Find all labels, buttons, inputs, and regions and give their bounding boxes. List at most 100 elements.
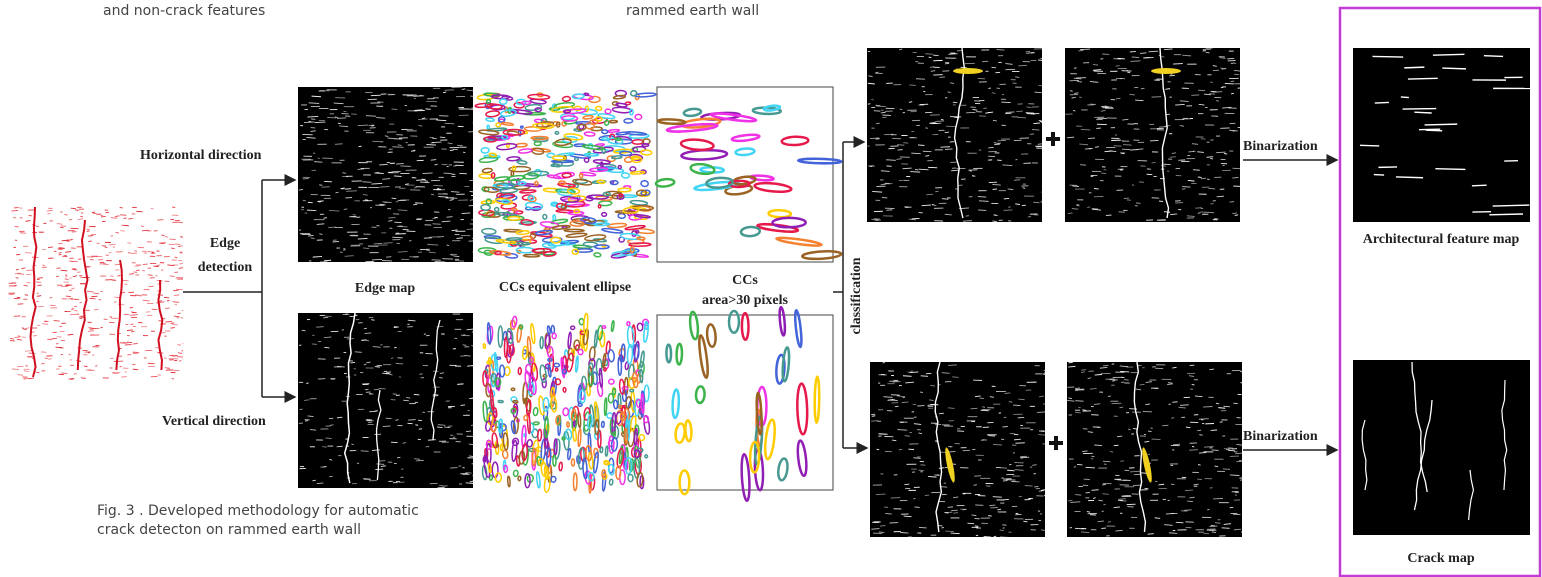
texture (66, 296, 71, 297)
texture (891, 395, 900, 396)
texture (1009, 464, 1011, 465)
texture (437, 427, 443, 428)
texture (1124, 495, 1131, 496)
texture (871, 99, 873, 100)
texture (1088, 138, 1095, 139)
texture (176, 289, 183, 290)
texture (1204, 212, 1214, 213)
texture (469, 444, 473, 445)
texture (17, 274, 24, 275)
texture (358, 238, 368, 239)
texture (379, 204, 385, 205)
texture (1232, 177, 1238, 178)
texture (919, 169, 929, 170)
texture (1114, 507, 1120, 508)
texture (892, 440, 896, 441)
texture (450, 150, 454, 151)
texture (1080, 165, 1086, 166)
texture (874, 522, 880, 523)
texture (156, 265, 160, 266)
texture (72, 288, 75, 289)
texture (974, 476, 981, 477)
texture (1015, 77, 1019, 78)
texture (397, 457, 400, 458)
image-panel (1353, 48, 1531, 222)
texture (1232, 168, 1240, 169)
texture (1198, 465, 1201, 466)
texture (472, 475, 473, 476)
panel-bg (298, 87, 473, 262)
texture (1124, 198, 1129, 199)
texture (971, 408, 978, 409)
texture (928, 167, 937, 168)
texture (1164, 212, 1170, 213)
feature (1493, 205, 1530, 206)
texture (997, 509, 1001, 510)
texture (997, 50, 1005, 51)
texture (472, 108, 473, 109)
texture (392, 198, 397, 199)
texture (419, 95, 422, 96)
texture (324, 260, 331, 261)
texture (65, 252, 71, 253)
texture (1115, 135, 1117, 136)
texture (323, 317, 328, 318)
texture (417, 219, 423, 220)
texture (371, 126, 374, 127)
texture (951, 533, 960, 534)
texture (382, 373, 389, 374)
texture (1038, 60, 1042, 61)
texture (1080, 49, 1090, 50)
texture (351, 217, 358, 218)
texture (131, 331, 134, 332)
caption: Fig. 3 . Developed methodology for autom… (97, 503, 419, 519)
texture (459, 115, 469, 116)
texture (350, 362, 355, 363)
texture (874, 111, 880, 112)
image-panel (657, 307, 833, 501)
plus-signs (1046, 132, 1063, 450)
texture (173, 302, 179, 303)
texture (1006, 112, 1015, 113)
texture (133, 272, 137, 273)
texture (114, 297, 119, 298)
texture (405, 184, 409, 185)
header-fragment: rammed earth wall (626, 3, 759, 19)
texture (1033, 202, 1039, 203)
texture (371, 320, 374, 321)
texture (312, 96, 321, 97)
texture (69, 261, 74, 262)
feature (1404, 67, 1424, 68)
texture (1216, 152, 1225, 153)
image-panel (475, 87, 656, 262)
texture (921, 376, 928, 377)
texture (173, 290, 179, 291)
texture (389, 374, 392, 375)
texture (1003, 165, 1013, 166)
texture (364, 328, 367, 329)
texture (1082, 451, 1087, 452)
texture (44, 321, 47, 322)
texture (1180, 405, 1189, 406)
texture (451, 192, 459, 193)
texture (432, 224, 440, 225)
texture (1079, 97, 1082, 98)
texture (461, 405, 466, 406)
texture (431, 194, 434, 195)
texture (1206, 157, 1213, 158)
texture (1091, 176, 1094, 177)
texture (1043, 404, 1045, 405)
texture (923, 91, 925, 92)
texture (1070, 91, 1073, 92)
texture (1129, 94, 1134, 95)
texture (1114, 146, 1122, 147)
texture (155, 276, 157, 277)
texture (1101, 59, 1104, 60)
texture (24, 379, 27, 380)
texture (1216, 403, 1219, 404)
panel-label: Edge map (355, 281, 415, 297)
texture (1236, 444, 1242, 445)
texture (1234, 74, 1239, 75)
texture (981, 410, 989, 411)
